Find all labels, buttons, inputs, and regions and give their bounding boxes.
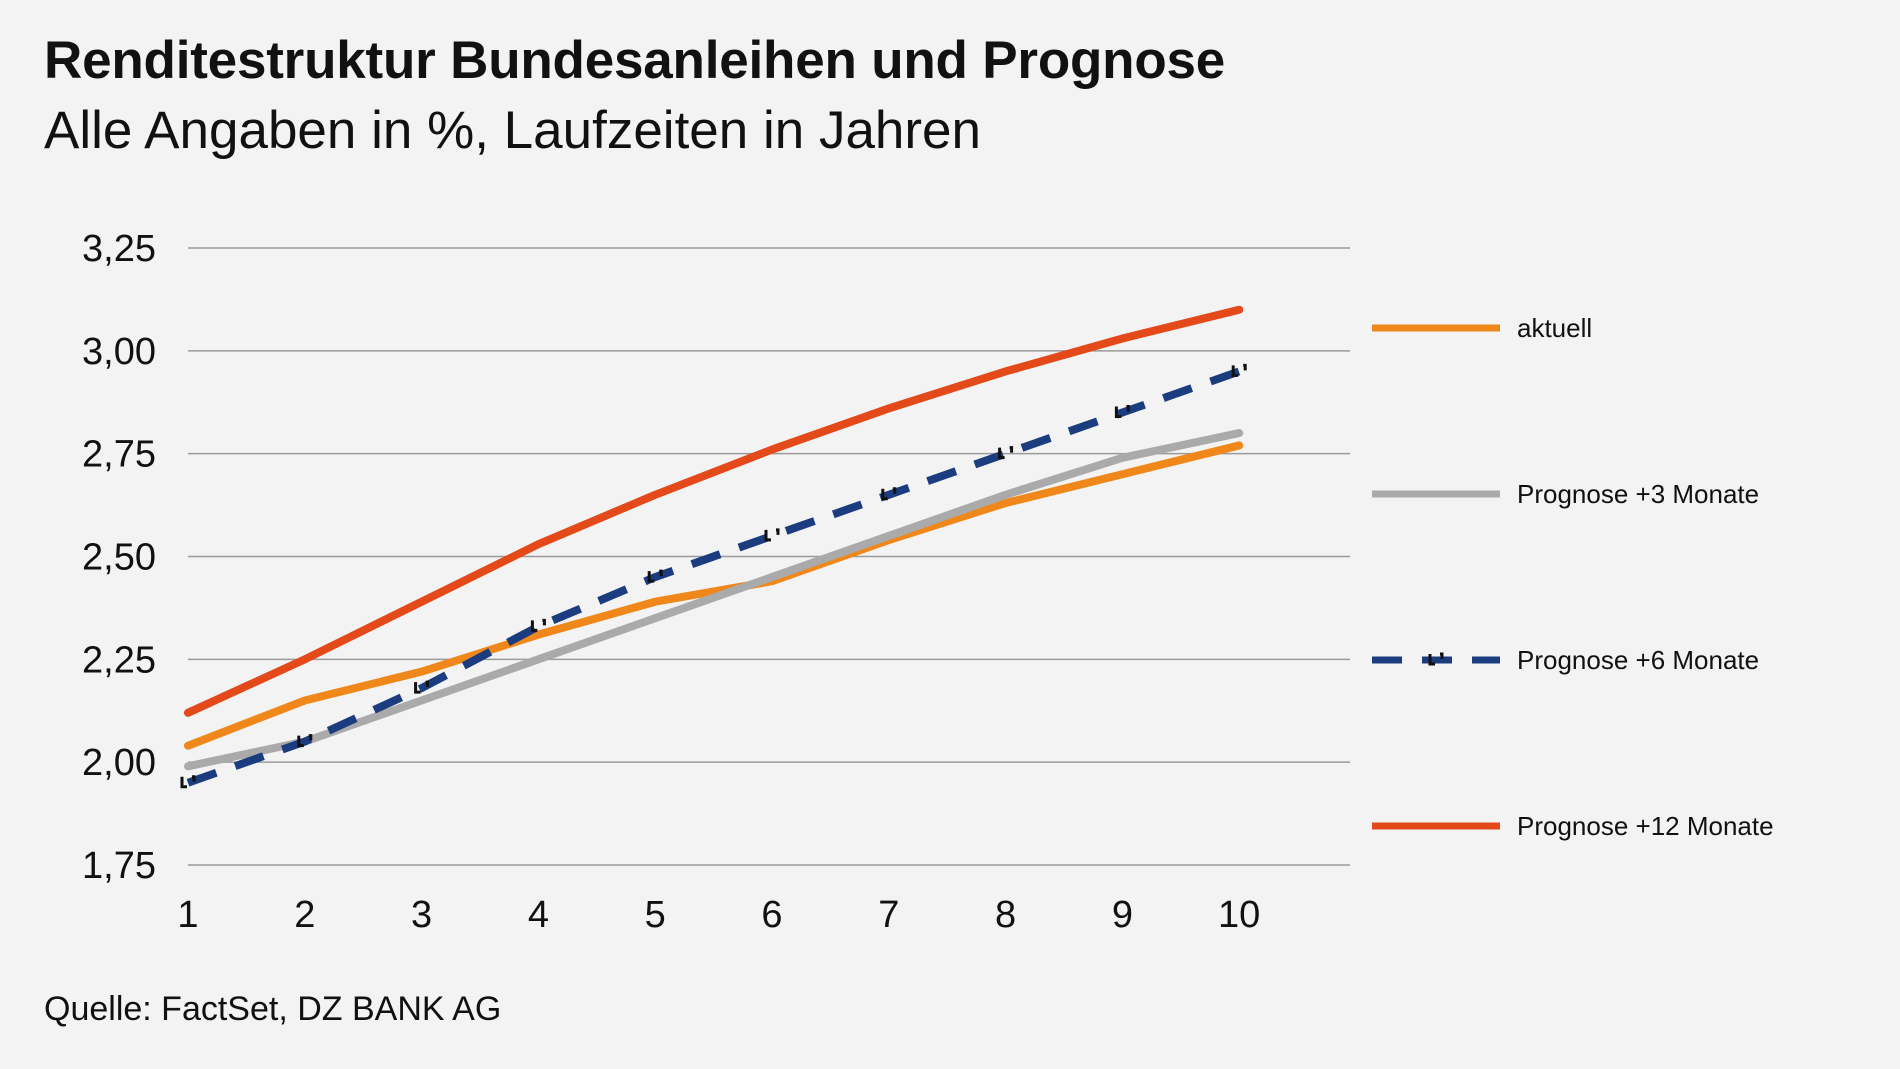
x-tick-label: 6	[761, 894, 782, 936]
data-marker	[414, 680, 430, 694]
legend-label: Prognose +3 Monate	[1517, 479, 1759, 509]
y-tick-label: 2,00	[82, 742, 156, 784]
series-line-prognose-12-monate	[184, 305, 1244, 717]
y-tick-label: 2,25	[82, 639, 156, 681]
x-tick-label: 1	[177, 894, 198, 936]
y-tick-label: 2,50	[82, 537, 156, 579]
x-tick-label: 9	[1112, 894, 1133, 936]
series-line-aktuell	[184, 441, 1244, 750]
series-line-prognose-6-monate	[186, 367, 1241, 787]
data-marker	[881, 487, 897, 501]
chart-subtitle: Alle Angaben in %, Laufzeiten in Jahren	[44, 101, 981, 160]
legend-label: Prognose +6 Monate	[1517, 645, 1759, 675]
legend-label: Prognose +12 Monate	[1517, 811, 1774, 841]
x-tick-label: 8	[995, 894, 1016, 936]
series-line-prognose-3-monate	[184, 429, 1244, 771]
data-marker	[530, 618, 546, 632]
y-tick-label: 1,75	[82, 845, 156, 887]
x-axis-ticks: 1 2 3 4 5 6 7 8 9 10	[177, 894, 1260, 936]
x-tick-label: 5	[645, 894, 666, 936]
x-tick-label: 3	[411, 894, 432, 936]
y-tick-label: 2,75	[82, 434, 156, 476]
x-tick-label: 2	[294, 894, 315, 936]
x-tick-label: 7	[878, 894, 899, 936]
data-marker	[647, 569, 663, 583]
data-marker	[764, 528, 780, 542]
y-tick-label: 3,00	[82, 331, 156, 373]
x-tick-label: 4	[528, 894, 549, 936]
y-axis-ticks: 3,25 3,00 2,75 2,50 2,25 2,00 1,75	[82, 228, 156, 887]
chart-title: Renditestruktur Bundesanleihen und Progn…	[44, 31, 1226, 90]
legend: aktuell Prognose +3 Monate Prognose +6 Mon…	[1372, 313, 1774, 841]
data-marker	[998, 446, 1014, 460]
data-marker	[1114, 405, 1130, 419]
source-note: Quelle: FactSet, DZ BANK AG	[44, 990, 502, 1028]
data-marker	[1231, 363, 1247, 377]
legend-label: aktuell	[1517, 313, 1592, 343]
line-chart: 3,25 3,00 2,75 2,50 2,25 2,00 1,75 1 2 3 4 5 6 7 8 9 10…	[82, 228, 1774, 936]
y-tick-label: 3,25	[82, 228, 156, 270]
legend-marker	[1428, 652, 1444, 666]
series-lines	[180, 305, 1247, 789]
data-marker	[297, 734, 313, 748]
gridlines	[188, 247, 1350, 866]
data-marker	[180, 775, 196, 789]
x-tick-label: 10	[1218, 894, 1260, 936]
